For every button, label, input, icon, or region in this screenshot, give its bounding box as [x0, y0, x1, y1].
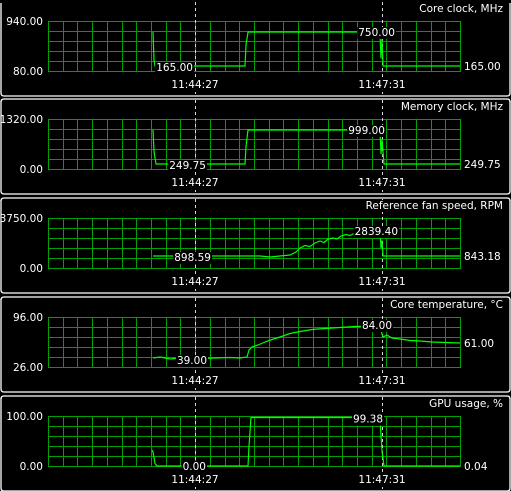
y-max-label: 940.00 [6, 16, 43, 28]
graph-grid [48, 218, 461, 269]
value-annotation: 84.00 [362, 320, 392, 332]
time-label: 11:44:27 [171, 375, 218, 387]
panel-title: GPU usage, % [429, 398, 503, 410]
graph-frame [48, 119, 461, 170]
graph-frame [48, 21, 461, 72]
y-max-label: 100.00 [6, 411, 43, 423]
y-min-label: 0.00 [20, 164, 43, 176]
panel-title: Core temperature, °C [390, 299, 503, 311]
y-max-label: 96.00 [13, 312, 43, 324]
panel-border [0, 3, 511, 97]
panel-title: Memory clock, MHz [401, 101, 504, 113]
time-label: 11:44:27 [171, 276, 218, 288]
time-label: 11:47:31 [358, 177, 405, 189]
metric-trace [152, 324, 461, 360]
time-label: 11:47:31 [358, 79, 405, 91]
y-min-label: 0.00 [20, 263, 43, 275]
graph-grid [48, 416, 461, 467]
current-value-label: 843.18 [464, 251, 501, 263]
graph-grid [48, 21, 461, 72]
time-label: 11:47:31 [358, 375, 405, 387]
value-annotation: 750.00 [358, 27, 395, 39]
graph-frame [48, 218, 461, 269]
y-max-label: 3750.00 [0, 213, 43, 225]
monitor-panel: Core temperature, °C 96.00 26.00 11:44:27 11… [0, 296, 511, 393]
y-min-label: 80.00 [13, 66, 43, 78]
panel-separator [0, 395, 511, 400]
value-annotation: 165.00 [156, 62, 193, 74]
graph-grid [48, 317, 461, 368]
current-value-label: 165.00 [464, 61, 501, 73]
graph-grid [48, 119, 461, 170]
graph-frame [48, 416, 461, 467]
value-annotation: 39.00 [177, 355, 207, 367]
time-label: 11:47:31 [358, 276, 405, 288]
time-label: 11:44:27 [171, 474, 218, 486]
panel-border [0, 101, 511, 195]
monitor-panel: Memory clock, MHz 1320.00 0.00 11:44:27 11:4… [0, 98, 511, 195]
time-label: 11:44:27 [171, 79, 218, 91]
panel-border [0, 200, 511, 294]
panel-border [0, 299, 511, 393]
metric-trace [152, 31, 460, 67]
value-annotation: 898.59 [174, 252, 211, 264]
panel-title: Reference fan speed, RPM [366, 200, 503, 212]
metric-trace [152, 129, 460, 165]
current-value-label: 61.00 [464, 338, 494, 350]
current-value-label: 249.75 [464, 159, 501, 171]
panel-separator [0, 296, 511, 301]
monitor-panel: Reference fan speed, RPM 3750.00 0.00 11:44… [0, 197, 511, 294]
y-min-label: 0.00 [20, 461, 43, 473]
value-annotation: 99.38 [353, 414, 383, 426]
panel-border [0, 398, 511, 491]
value-annotation: 249.75 [169, 160, 206, 172]
panel-separator [0, 197, 511, 202]
monitor-panel: Core clock, MHz 940.00 80.00 11:44:27 11:47:… [0, 2, 511, 97]
panel-separator [0, 98, 511, 103]
value-annotation: 0.00 [183, 461, 206, 473]
time-label: 11:47:31 [358, 474, 405, 486]
y-max-label: 1320.00 [0, 114, 43, 126]
graph-frame [48, 317, 461, 368]
time-label: 11:44:27 [171, 177, 218, 189]
y-min-label: 26.00 [13, 362, 43, 374]
current-value-label: 0.04 [464, 461, 488, 473]
value-annotation: 2839.40 [355, 226, 398, 238]
value-annotation: 999.00 [348, 125, 385, 137]
panel-title: Core clock, MHz [419, 3, 503, 15]
metric-trace [151, 416, 460, 467]
